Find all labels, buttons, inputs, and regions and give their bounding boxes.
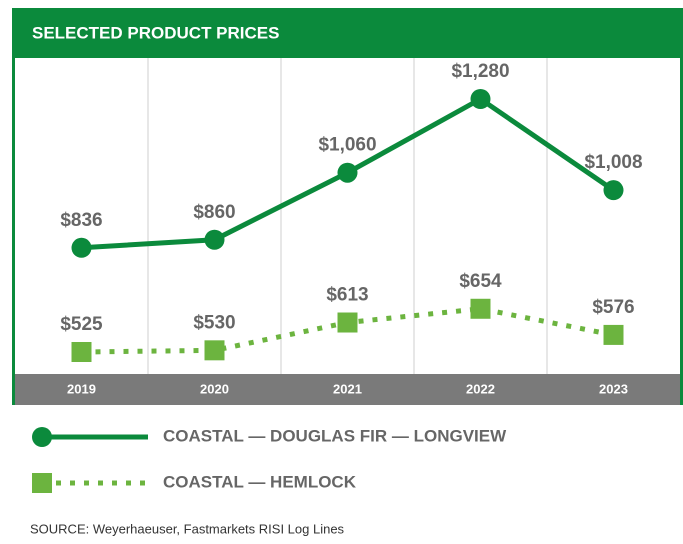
value-label: $860 xyxy=(193,202,235,223)
x-tick-label: 2021 xyxy=(333,381,362,396)
x-tick-label: 2023 xyxy=(599,381,628,396)
x-tick-label: 2020 xyxy=(200,381,229,396)
x-tick-label: 2019 xyxy=(67,381,96,396)
marker xyxy=(337,162,358,183)
x-axis-band xyxy=(15,374,680,405)
value-label: $836 xyxy=(60,210,102,231)
chart-title: SELECTED PRODUCT PRICES xyxy=(32,23,279,42)
legend-marker xyxy=(32,473,52,493)
x-tick-label: 2022 xyxy=(466,381,495,396)
marker xyxy=(204,340,225,361)
value-label: $613 xyxy=(326,285,368,306)
marker xyxy=(470,298,491,319)
marker xyxy=(470,89,491,109)
source: SOURCE: Weyerhaeuser, Fastmarkets RISI L… xyxy=(30,521,345,536)
value-label: $1,060 xyxy=(318,135,376,156)
marker xyxy=(204,229,225,250)
marker xyxy=(337,312,358,333)
marker xyxy=(71,342,92,362)
legend-label: COASTAL — HEMLOCK xyxy=(163,472,357,491)
value-label: $1,280 xyxy=(451,61,509,82)
value-label: $576 xyxy=(592,297,634,318)
marker xyxy=(71,237,92,258)
legend-label: COASTAL — DOUGLAS FIR — LONGVIEW xyxy=(163,426,507,445)
legend-marker xyxy=(32,427,52,447)
value-label: $530 xyxy=(193,312,235,333)
marker xyxy=(603,180,624,201)
marker xyxy=(603,324,624,345)
value-label: $1,008 xyxy=(584,152,642,173)
value-label: $654 xyxy=(459,271,502,292)
value-label: $525 xyxy=(60,314,103,335)
